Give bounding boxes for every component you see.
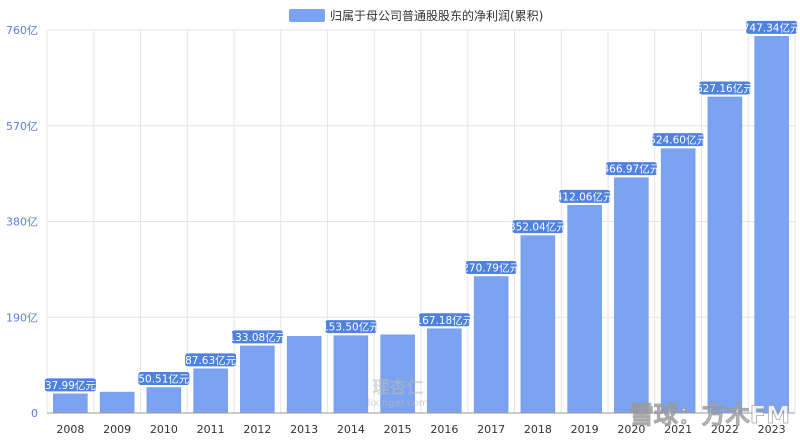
bar[interactable] — [333, 335, 369, 414]
x-tick-label: 2010 — [150, 423, 178, 436]
bar[interactable] — [567, 205, 602, 414]
data-label: 87.63亿元 — [184, 352, 238, 368]
x-tick-label: 2019 — [571, 423, 599, 436]
data-label-bg — [558, 188, 612, 204]
x-tick-label: 2022 — [711, 423, 739, 436]
x-tick-label: 2009 — [103, 423, 131, 436]
bar[interactable] — [146, 387, 182, 414]
y-tick-label: 190亿 — [6, 311, 38, 324]
data-label-text: 524.60亿元 — [649, 134, 707, 147]
x-tick-label: 2020 — [617, 423, 645, 436]
data-label-bg — [324, 319, 378, 335]
x-tick-label: 2011 — [197, 423, 225, 436]
bar[interactable] — [427, 328, 462, 414]
axis-layer: 0 190亿 380亿 570亿 760亿 2008 2009 2010 2011 2012 201… — [6, 24, 795, 436]
y-tick-label: 0 — [31, 407, 38, 420]
data-label-bg — [184, 352, 238, 368]
x-tick-label: 2015 — [384, 423, 412, 436]
data-label-bg — [464, 260, 518, 276]
data-label: 270.79亿元 — [462, 260, 520, 276]
data-label: 37.99亿元 — [43, 377, 97, 393]
legend-swatch[interactable] — [289, 9, 325, 22]
x-tick-label: 2023 — [758, 423, 786, 436]
grid-layer — [46, 29, 796, 414]
data-label-text: 352.04亿元 — [509, 221, 567, 234]
bar[interactable] — [754, 36, 789, 414]
data-label-text: 153.50亿元 — [322, 321, 380, 334]
bar[interactable] — [286, 336, 322, 414]
y-tick-label: 570亿 — [6, 120, 38, 133]
data-label: 412.06亿元 — [556, 188, 614, 204]
bar[interactable] — [240, 345, 275, 414]
watermarks: 理杏仁 lixinger.com 雪球：方木FM — [368, 377, 791, 429]
data-label-text: 627.16亿元 — [696, 82, 754, 95]
data-label-bg — [604, 161, 658, 177]
data-label: 50.51亿元 — [137, 371, 191, 387]
data-label-text: 412.06亿元 — [556, 190, 614, 203]
legend[interactable]: 归属于母公司普通股股东的净利润(累积) — [289, 8, 543, 23]
bar[interactable] — [53, 393, 88, 414]
bar[interactable] — [614, 177, 649, 414]
data-label: 466.97亿元 — [603, 161, 661, 177]
watermark-xueqiu: 雪球：方木FM — [630, 401, 790, 429]
data-label-text: 270.79亿元 — [462, 262, 520, 275]
legend-label[interactable]: 归属于母公司普通股股东的净利润(累积) — [330, 8, 543, 23]
x-tick-label: 2014 — [337, 423, 365, 436]
bar[interactable] — [380, 334, 415, 414]
data-label-text: 466.97亿元 — [603, 163, 661, 176]
bars-layer — [53, 36, 789, 414]
data-label: 133.08亿元 — [229, 329, 287, 345]
x-tick-label: 2016 — [430, 423, 458, 436]
bar[interactable] — [660, 148, 696, 414]
data-label-text: 87.63亿元 — [185, 354, 237, 367]
bar[interactable] — [473, 276, 509, 414]
data-label: 153.50亿元 — [322, 319, 380, 335]
data-label-text: 50.51亿元 — [138, 373, 190, 386]
bar[interactable] — [193, 368, 228, 414]
x-tick-label: 2018 — [524, 423, 552, 436]
data-label-text: 747.34亿元 — [743, 21, 800, 34]
data-label: 627.16亿元 — [696, 80, 754, 96]
data-label-bg — [651, 132, 705, 148]
watermark-lixinger-url: lixinger.com — [368, 398, 429, 409]
bar[interactable] — [707, 96, 743, 414]
data-label-bg — [511, 219, 565, 235]
x-tick-label: 2008 — [56, 423, 84, 436]
y-tick-label: 380亿 — [6, 216, 38, 229]
data-label-bg — [137, 371, 191, 387]
data-label: 167.18亿元 — [416, 312, 474, 328]
data-label: 524.60亿元 — [649, 132, 707, 148]
data-label: 747.34亿元 — [743, 19, 800, 35]
data-label-bg — [230, 329, 284, 345]
data-label: 352.04亿元 — [509, 219, 567, 235]
bar[interactable] — [99, 391, 135, 414]
x-tick-label: 2012 — [243, 423, 271, 436]
x-tick-label: 2017 — [477, 423, 505, 436]
data-label-text: 133.08亿元 — [229, 331, 287, 344]
data-label-bg — [745, 19, 799, 35]
bar[interactable] — [520, 235, 556, 414]
data-label-bg — [43, 377, 97, 393]
data-label-text: 167.18亿元 — [416, 314, 474, 327]
x-tick-label: 2013 — [290, 423, 318, 436]
data-label-bg — [417, 312, 471, 328]
watermark-lixinger-cn: 理杏仁 — [373, 377, 424, 398]
y-tick-label: 760亿 — [6, 24, 38, 37]
data-label-bg — [698, 80, 752, 96]
x-tick-label: 2021 — [664, 423, 692, 436]
data-label-text: 37.99亿元 — [45, 379, 97, 392]
data-labels-layer: 37.99亿元 50.51亿元 87.63亿元 133.08亿元 153.50亿元 167… — [43, 19, 800, 393]
